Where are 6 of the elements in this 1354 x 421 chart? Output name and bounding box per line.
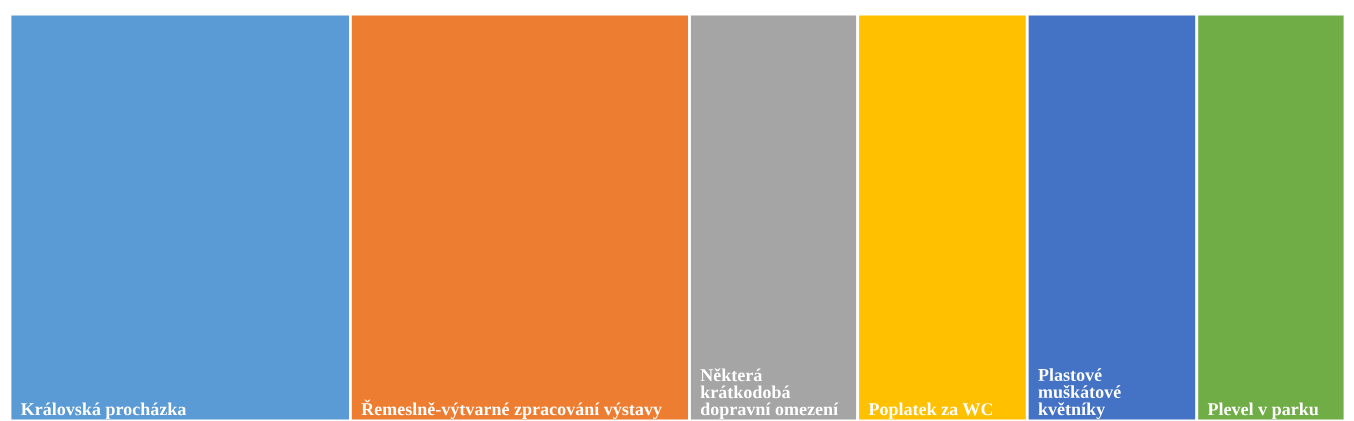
series-label: Některá krátkodobá dopravní omezení [700, 368, 839, 419]
series-label: Plastové muškátové květníky [1038, 368, 1121, 419]
series-label: Královská procházka [20, 402, 187, 419]
series-label: Poplatek za WC [868, 402, 993, 419]
series-label: Řemeslně-výtvarné zpracování výstavy [361, 399, 662, 419]
series-label: Plevel v parku [1207, 402, 1319, 419]
